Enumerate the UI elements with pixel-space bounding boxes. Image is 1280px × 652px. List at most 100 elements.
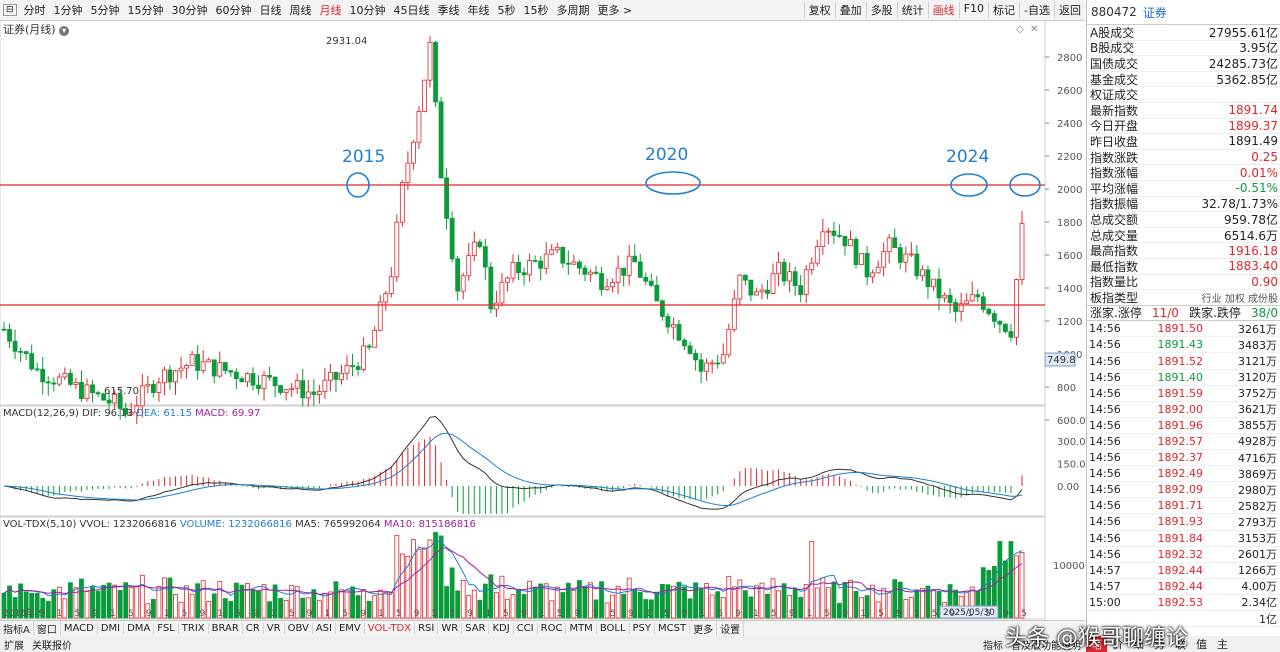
panel-tab[interactable]: 笔: [1086, 636, 1107, 652]
kline-chart[interactable]: 2800260024002200200018001600140012001000…: [0, 20, 1085, 620]
indicator-tab[interactable]: MACD: [61, 623, 98, 634]
tick-volume: 2582万: [1238, 499, 1277, 513]
candle-body: [184, 364, 189, 369]
indicator-tab[interactable]: ASI: [313, 623, 336, 634]
toolbar-button[interactable]: F10: [958, 2, 988, 18]
volume-bar: [825, 587, 831, 619]
indicator-tab[interactable]: OBV: [285, 623, 313, 634]
diamond-icon[interactable]: ◇: [1016, 24, 1024, 35]
toolbar-button[interactable]: 复权: [803, 2, 835, 18]
indicator-tab[interactable]: CR: [243, 623, 264, 634]
tick-time: 14:56: [1089, 402, 1121, 416]
period-tab[interactable]: 月线: [319, 4, 342, 17]
period-tab[interactable]: 5秒: [497, 4, 516, 17]
indicator-tab[interactable]: 更多: [690, 621, 718, 636]
panel-tab[interactable]: 势: [1154, 638, 1165, 651]
indicator-tab[interactable]: ROC: [538, 623, 567, 634]
indicator-tab[interactable]: 设置: [717, 621, 745, 636]
indicator-tab[interactable]: SAR: [462, 623, 490, 634]
period-tab[interactable]: 季线: [437, 4, 460, 17]
toolbar-button[interactable]: -自选: [1019, 2, 1054, 18]
indicator-tab[interactable]: BOLL: [597, 623, 630, 634]
indicator-tab[interactable]: FSL: [154, 623, 179, 634]
period-tab[interactable]: 更多 >: [597, 4, 633, 17]
indicator-tab[interactable]: VR: [264, 623, 285, 634]
toolbar-button[interactable]: 标记: [988, 2, 1019, 18]
panel-tab[interactable]: 主: [1217, 638, 1228, 651]
period-tab[interactable]: 年线: [467, 4, 490, 17]
volume-bar: [897, 581, 903, 619]
help-link[interactable]: 普及版功能说明: [1011, 640, 1081, 652]
indicator-tab[interactable]: MTM: [566, 623, 597, 634]
panel-tab[interactable]: 联: [1175, 638, 1186, 651]
indicator-button[interactable]: 指标: [983, 640, 1003, 652]
tick-list[interactable]: 14:56 1891.50 3261万 14:56 1891.43 3483万 14:56 1…: [1087, 321, 1280, 628]
volume-legend: VOL-TDX(5,10) VVOL: 1232066816 VOLUME: 1…: [3, 519, 476, 530]
candles: [1, 36, 1025, 424]
indicator-tab[interactable]: EMV: [336, 623, 365, 634]
indicator-tab[interactable]: DMA: [124, 623, 155, 634]
related-quote-button[interactable]: 关联报价: [32, 640, 72, 652]
x-tick-label: 5: [557, 609, 563, 619]
toolbar-button[interactable]: 多股: [865, 2, 897, 18]
indicator-tab[interactable]: VOL-TDX: [365, 623, 416, 634]
period-tab[interactable]: 10分钟: [349, 4, 386, 17]
period-tab[interactable]: 周线: [289, 4, 312, 17]
chart-mode-icon[interactable]: ⊟: [3, 4, 17, 16]
candle-body: [128, 412, 134, 415]
volume-bar: [245, 583, 250, 619]
period-tab[interactable]: 30分钟: [171, 4, 208, 17]
volume-bar: [23, 591, 29, 619]
candle-body: [997, 320, 1003, 325]
indicator-tab[interactable]: TRIX: [179, 623, 209, 634]
volume-bar: [599, 581, 604, 619]
period-tab[interactable]: 多周期: [556, 4, 590, 17]
toolbar-button[interactable]: 叠加: [834, 2, 866, 18]
stat-row: 指数涨跌 0.25: [1087, 150, 1280, 166]
candle-body: [1008, 331, 1014, 338]
expand-button[interactable]: 扩展: [4, 640, 24, 652]
toolbar-button[interactable]: 统计: [896, 2, 928, 18]
panel-tab[interactable]: 值: [1196, 638, 1207, 651]
candle-body: [488, 266, 494, 310]
period-tab[interactable]: 1分钟: [53, 4, 83, 17]
volume-bar: [814, 587, 820, 619]
period-tab[interactable]: 45日线: [393, 4, 430, 17]
candle-body: [23, 351, 29, 355]
close-icon[interactable]: ✕: [1030, 24, 1038, 35]
tick-row: 14:56 1891.52 3121万: [1087, 353, 1280, 370]
indicator-tab[interactable]: RSI: [415, 623, 439, 634]
candle-body: [156, 382, 162, 393]
period-tab[interactable]: 60分钟: [215, 4, 252, 17]
indicator-tab[interactable]: KDJ: [489, 623, 514, 634]
volume-bar: [604, 602, 610, 619]
dropdown-icon[interactable]: ▾: [59, 26, 70, 36]
indicator-tab[interactable]: DMI: [98, 623, 125, 634]
indicator-tab[interactable]: CCI: [514, 623, 538, 634]
indicator-tab[interactable]: BRAR: [209, 623, 243, 634]
period-tab[interactable]: 15分钟: [127, 4, 164, 17]
toolbar-button[interactable]: 画线: [927, 2, 959, 18]
indicator-tab[interactable]: PSY: [630, 623, 656, 634]
low-label: 615.70: [104, 386, 139, 397]
toolbar-buttons: 复权 叠加 多股 统计 画线 F10 标记 -自选 返回: [803, 2, 1085, 18]
volume-bar: [184, 585, 189, 619]
candle-body: [931, 278, 936, 288]
panel-tab[interactable]: 价: [1112, 638, 1123, 651]
indicator-tab[interactable]: 窗口: [34, 621, 61, 636]
indicator-tab[interactable]: 指标A: [0, 621, 34, 636]
indicator-tab[interactable]: WR: [438, 623, 463, 634]
candle-body: [444, 177, 450, 219]
board-type-value[interactable]: 行业 加权 成份股: [1201, 293, 1278, 305]
volume-bar: [361, 588, 367, 619]
volume-bar: [626, 577, 632, 619]
period-tab[interactable]: 分时: [23, 4, 46, 17]
candle-body: [427, 41, 433, 81]
panel-tab[interactable]: 细: [1133, 638, 1144, 651]
indicator-tab[interactable]: MCST: [655, 623, 691, 634]
period-tab[interactable]: 5分钟: [90, 4, 120, 17]
period-tab[interactable]: 15秒: [523, 4, 549, 17]
toolbar-button[interactable]: 返回: [1054, 2, 1085, 18]
volume-bar: [499, 575, 505, 619]
period-tab[interactable]: 日线: [259, 4, 282, 17]
